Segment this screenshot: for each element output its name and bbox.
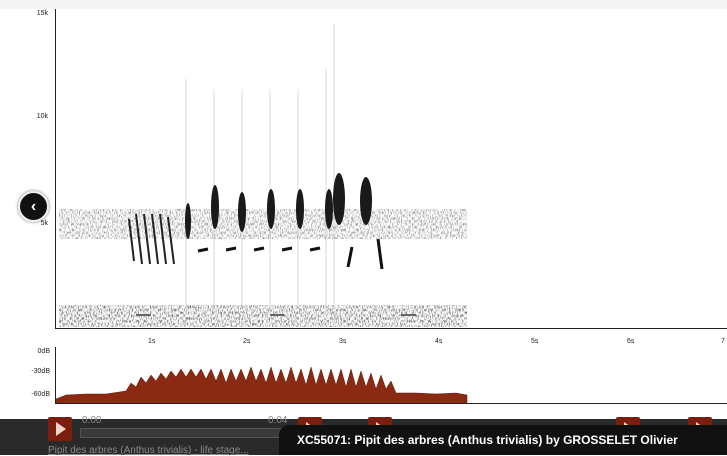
recording-title-main: Pipit des arbres (Anthus trivialis) bbox=[48, 445, 192, 456]
level-meter-canvas bbox=[55, 366, 727, 405]
spectrogram-canvas bbox=[59, 24, 467, 327]
x-tick-7s: 7 bbox=[721, 338, 725, 345]
player-time-right: 0:04 bbox=[268, 415, 288, 426]
x-tick-1s: 1s bbox=[148, 338, 156, 345]
x-tick-6s: 6s bbox=[627, 338, 635, 345]
player-time-left: 0:00 bbox=[82, 415, 102, 426]
recording-caption: XC55071: Pipit des arbres (Anthus trivia… bbox=[279, 425, 727, 455]
y-tick-15k: 15k bbox=[36, 10, 48, 17]
recording-title[interactable]: Pipit des arbres (Anthus trivialis) - li… bbox=[48, 445, 249, 456]
y-tick-5k: 5k bbox=[40, 220, 48, 227]
x-tick-5s: 5s bbox=[531, 338, 539, 345]
level-envelope bbox=[55, 366, 468, 405]
recording-title-suffix: - life stage... bbox=[191, 445, 249, 456]
level-meter bbox=[55, 347, 727, 405]
db-tick-30: -30dB bbox=[31, 368, 50, 375]
play-icon[interactable] bbox=[48, 417, 72, 441]
top-strip bbox=[0, 0, 727, 9]
y-tick-10k: 10k bbox=[36, 113, 48, 120]
spectrogram bbox=[55, 9, 727, 329]
back-button[interactable]: ‹ bbox=[18, 191, 49, 222]
db-tick-0: 0dB bbox=[37, 348, 50, 355]
x-tick-2s: 2s bbox=[243, 338, 251, 345]
x-tick-4s: 4s bbox=[435, 338, 443, 345]
player-progress[interactable] bbox=[80, 428, 292, 438]
db-tick-60: -60dB bbox=[31, 391, 50, 398]
chevron-left-icon: ‹ bbox=[30, 197, 37, 215]
x-tick-3s: 3s bbox=[339, 338, 347, 345]
